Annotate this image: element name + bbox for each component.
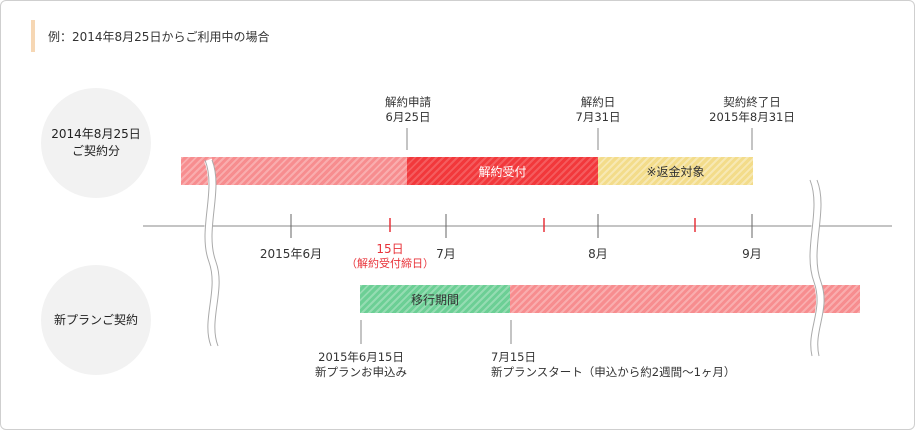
right-break-line-2 (816, 179, 825, 357)
example-note: 例：2014年8月25日からご利用中の場合 (48, 30, 270, 44)
refund-label: ※返金対象 (646, 164, 705, 179)
migration-label: 移行期間 (410, 292, 459, 307)
current-contract-label: 2014年8月25日 ご契約分 (51, 127, 141, 158)
cancel-accept-bar: 解約受付 (407, 157, 598, 185)
tick-label-june: 2015年6月 (259, 247, 323, 261)
current-contract-circle: 2014年8月25日 ご契約分 (41, 88, 151, 198)
right-break-line-1 (809, 179, 818, 357)
cancel-accept-label: 解約受付 (478, 164, 527, 179)
contract-end-label: 契約終了日 2015年8月31日 (709, 95, 795, 124)
left-break-line-2 (211, 159, 220, 347)
tick-label-deadline-day: 15日 (376, 242, 404, 256)
right-break-gap (809, 178, 825, 357)
new-plan-bar (510, 285, 860, 313)
tick-label-sep: 9月 (742, 247, 762, 261)
start-label: 7月15日 新プランスタート（申込から約2週間〜1ヶ月） (491, 350, 736, 379)
cancel-request-label: 解約申請 6月25日 (385, 95, 431, 124)
apply-label: 2015年6月15日 新プランお申込み (315, 350, 407, 379)
refund-bar: ※返金対象 (598, 157, 753, 185)
tick-label-aug: 8月 (588, 247, 608, 261)
tick-label-july: 7月 (436, 247, 456, 261)
note-accent-bar (31, 20, 35, 52)
left-break-line-1 (204, 159, 213, 347)
new-plan-label: 新プランご契約 (53, 312, 138, 327)
tick-label-deadline-note: （解約受付締日） (346, 257, 434, 270)
cancel-date-label: 解約日 7月31日 (575, 95, 621, 124)
new-plan-circle: 新プランご契約 (41, 265, 151, 375)
contract-period-bar (181, 157, 407, 185)
left-break-gap (204, 158, 220, 348)
migration-bar: 移行期間 (360, 285, 510, 313)
